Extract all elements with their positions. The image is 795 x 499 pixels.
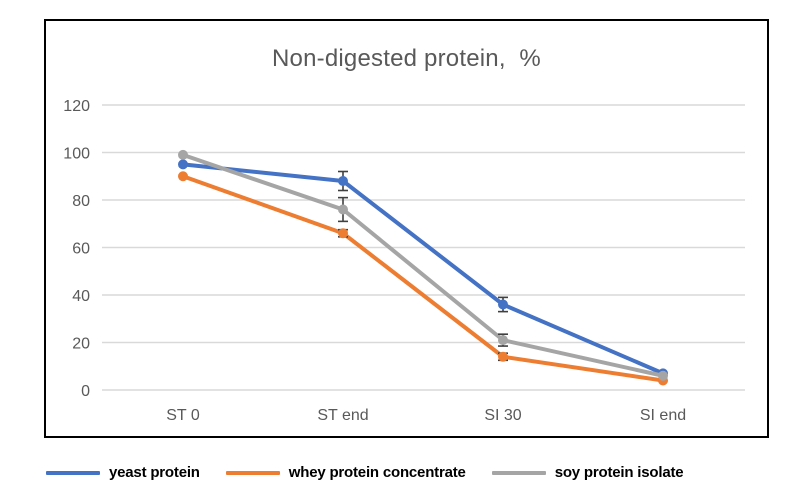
legend-item-soy-protein-isolate: soy protein isolate xyxy=(491,464,684,481)
y-axis-tick-label: 100 xyxy=(63,146,90,163)
legend-label: yeast protein xyxy=(109,464,200,481)
data-point-marker-yeast-protein xyxy=(338,176,348,186)
legend-item-whey-protein-concentrate: whey protein concentrate xyxy=(225,464,466,481)
y-axis-tick-label: 0 xyxy=(81,383,90,400)
series-line-soy-protein-isolate xyxy=(181,152,665,378)
chart-title: Non-digested protein, % xyxy=(272,45,541,72)
y-axis-tick-label: 80 xyxy=(72,193,90,210)
series-line-whey-protein-concentrate xyxy=(181,174,665,383)
data-point-marker-whey-protein-concentrate xyxy=(498,351,508,362)
x-axis-category-label: ST 0 xyxy=(166,407,200,424)
data-point-marker-yeast-protein xyxy=(498,299,508,310)
y-axis-tick-label: 120 xyxy=(63,98,90,115)
plot-area: 0 20 40 60 80 100 120 ST 0 ST end SI 30 SI end xyxy=(63,98,745,424)
legend-label: soy protein isolate xyxy=(554,464,684,481)
chart-legend: yeast protein whey protein concentrate soy… xyxy=(46,464,684,481)
chart-frame: 0 20 40 60 80 100 120 ST 0 ST end SI 30 SI end Non… xyxy=(44,19,769,438)
data-point-marker-soy-protein-isolate xyxy=(658,370,668,381)
data-point-marker-soy-protein-isolate xyxy=(338,204,348,215)
data-point-marker-yeast-protein xyxy=(178,159,188,170)
legend-line-swatch xyxy=(46,470,100,475)
legend-label: whey protein concentrate xyxy=(288,464,466,481)
data-point-marker-whey-protein-concentrate xyxy=(338,228,348,239)
legend-line-swatch xyxy=(225,470,280,475)
y-axis-tick-label: 40 xyxy=(72,288,90,305)
y-axis-tick-label: 60 xyxy=(72,241,90,258)
data-point-marker-soy-protein-isolate xyxy=(498,335,508,346)
x-axis-category-label: ST end xyxy=(317,407,368,424)
legend-item-yeast-protein: yeast protein xyxy=(46,464,200,481)
data-point-marker-whey-protein-concentrate xyxy=(178,171,188,182)
x-axis-category-label: SI 30 xyxy=(484,407,521,424)
legend-line-swatch xyxy=(491,470,546,475)
y-axis-tick-label: 20 xyxy=(72,336,90,353)
x-axis-category-label: SI end xyxy=(640,407,686,424)
series-line-yeast-protein xyxy=(181,162,665,376)
data-point-marker-soy-protein-isolate xyxy=(178,149,188,160)
